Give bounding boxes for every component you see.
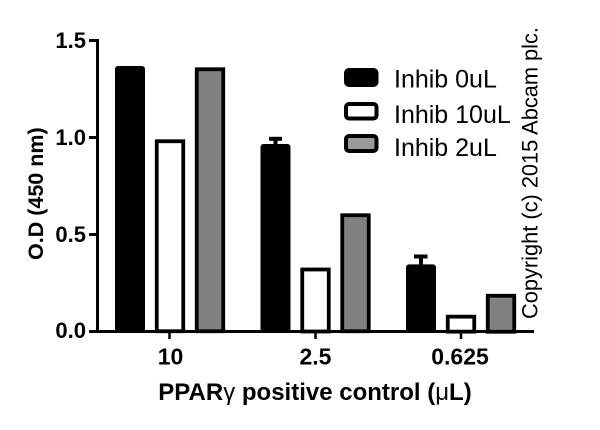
svg-text:PPARγ positive control (μL): PPARγ positive control (μL) [158,379,471,406]
svg-text:0.0: 0.0 [55,318,86,343]
svg-text:O.D (450 nm): O.D (450 nm) [24,127,48,260]
svg-text:Inhib 0uL: Inhib 0uL [394,66,497,94]
svg-text:Inhib 2uL: Inhib 2uL [394,134,497,162]
svg-text:0.5: 0.5 [55,222,86,247]
svg-text:1.5: 1.5 [55,28,86,53]
svg-text:Copyright (c) 2015 Abcam plc.: Copyright (c) 2015 Abcam plc. [518,27,543,319]
svg-text:10: 10 [158,344,184,370]
svg-text:0.625: 0.625 [431,344,489,370]
svg-text:Inhib 10uL: Inhib 10uL [394,101,511,129]
svg-text:2.5: 2.5 [300,344,332,370]
svg-text:1.0: 1.0 [55,125,86,150]
